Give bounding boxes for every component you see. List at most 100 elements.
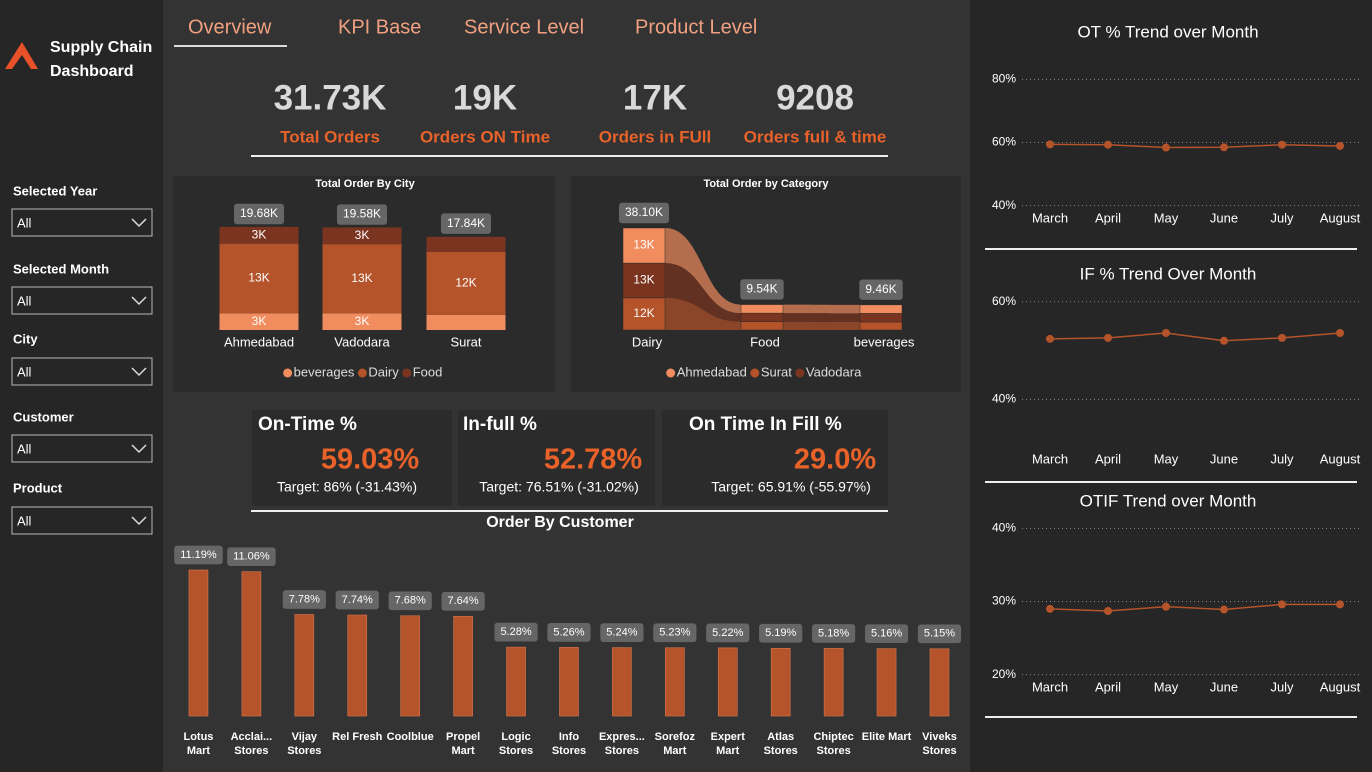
x-tick-label: May xyxy=(1154,451,1179,466)
bar xyxy=(770,647,791,717)
ribbon xyxy=(783,321,860,330)
line xyxy=(1049,603,1340,612)
point xyxy=(1220,143,1228,152)
legend-label: Dairy xyxy=(368,364,399,379)
x-tick-label: March xyxy=(1032,451,1068,466)
x-tick-label: Rel Fresh xyxy=(332,731,383,743)
point xyxy=(1046,140,1054,149)
chart-title: Order By Customer xyxy=(486,514,634,531)
chevron xyxy=(131,367,147,377)
label-box xyxy=(600,623,644,642)
dropdown[interactable] xyxy=(11,286,153,315)
bar xyxy=(717,647,738,717)
chart-title: Total Order by Category xyxy=(703,178,829,190)
legend-label: Vadodara xyxy=(806,364,862,379)
y-tick-label: 80% xyxy=(992,71,1016,85)
data-label: 5.23% xyxy=(659,627,690,639)
x-tick-label: Viveks Stores xyxy=(922,731,957,757)
dashboard-title: Supply Chain Dashboard xyxy=(50,39,153,80)
legend-swatch xyxy=(750,368,760,378)
x-tick-label: April xyxy=(1095,679,1121,694)
point xyxy=(1278,333,1286,342)
legend-swatch xyxy=(795,368,805,378)
bar xyxy=(506,646,526,717)
point xyxy=(1104,333,1112,342)
label-box xyxy=(859,279,903,300)
x-tick-label: July xyxy=(1270,210,1294,225)
chevron xyxy=(131,296,147,306)
bar-segment xyxy=(219,243,299,314)
chevron xyxy=(131,516,147,526)
legend-swatch xyxy=(402,368,412,378)
data-label: 19.68K xyxy=(240,206,278,220)
point xyxy=(1104,607,1112,616)
data-label: 11.19% xyxy=(180,549,217,561)
dropdown-value: All xyxy=(17,513,32,528)
label-box xyxy=(706,623,750,643)
x-tick-label: Acclai... Stores xyxy=(230,731,273,757)
bar-segment xyxy=(322,313,402,330)
y-tick-label: 60% xyxy=(992,135,1016,149)
bar-segment xyxy=(426,236,506,253)
bar xyxy=(876,648,897,717)
kpi-value: 31.73K xyxy=(274,78,387,117)
filter-label: Customer xyxy=(13,409,74,424)
x-tick-label: April xyxy=(1095,451,1121,466)
data-label: 5.24% xyxy=(606,627,637,639)
point xyxy=(1336,328,1344,337)
point xyxy=(1220,605,1228,614)
x-tick-label: July xyxy=(1270,451,1294,466)
card-target: Target: 76.51% (-31.02%) xyxy=(479,479,639,495)
x-tick-label: August xyxy=(1320,210,1361,225)
kpi-value: 19K xyxy=(453,78,517,117)
bar-segment xyxy=(322,244,402,314)
data-label: 7.78% xyxy=(289,593,320,605)
segment-label: 13K xyxy=(248,271,269,285)
data-label: 5.18% xyxy=(818,627,849,639)
x-tick-label: July xyxy=(1270,679,1294,694)
chart-title: OT % Trend over Month xyxy=(1077,22,1258,41)
x-tick-label: June xyxy=(1210,210,1238,225)
chart-title: OTIF Trend over Month xyxy=(1080,491,1257,510)
label-box xyxy=(336,204,388,225)
label-box xyxy=(282,590,326,609)
segment-label: 13K xyxy=(633,273,654,287)
x-tick-label: Ahmedabad xyxy=(224,334,294,349)
x-tick-label: Sorefoz Mart xyxy=(654,731,695,757)
x-tick-label: June xyxy=(1210,679,1238,694)
bar-segment xyxy=(740,321,784,331)
label-box xyxy=(227,547,276,567)
legend-swatch xyxy=(357,368,367,378)
legend-label: beverages xyxy=(294,364,355,379)
data-label: 5.15% xyxy=(924,628,955,640)
y-tick-label: 40% xyxy=(992,392,1016,406)
bar-segment xyxy=(322,227,402,245)
point xyxy=(1162,328,1170,337)
data-label: 7.68% xyxy=(395,595,426,607)
segment-label: 13K xyxy=(351,271,372,285)
ribbon xyxy=(665,263,741,322)
legend-label: Surat xyxy=(761,364,792,379)
dropdown[interactable] xyxy=(11,208,153,237)
bar-segment xyxy=(740,304,784,314)
bar xyxy=(188,569,209,717)
legend-label: Food xyxy=(413,364,443,379)
bar-segment xyxy=(859,321,903,331)
dropdown[interactable] xyxy=(11,506,153,535)
card xyxy=(458,410,655,506)
dropdown[interactable] xyxy=(11,434,153,463)
tab: Service Level xyxy=(464,16,584,38)
y-tick-label: 40% xyxy=(992,520,1016,534)
filter-label: Product xyxy=(13,480,63,495)
tab: KPI Base xyxy=(338,16,421,38)
bar xyxy=(347,614,368,717)
segment-label: 3K xyxy=(355,314,370,328)
bar-segment xyxy=(426,252,506,315)
logo xyxy=(5,42,38,69)
chart-title: Total Order By City xyxy=(315,178,415,190)
tab: Overview xyxy=(188,16,272,38)
card-title: On Time In Fill % xyxy=(689,414,842,435)
card xyxy=(252,410,452,506)
dropdown[interactable] xyxy=(11,357,153,386)
label-box xyxy=(441,591,485,611)
